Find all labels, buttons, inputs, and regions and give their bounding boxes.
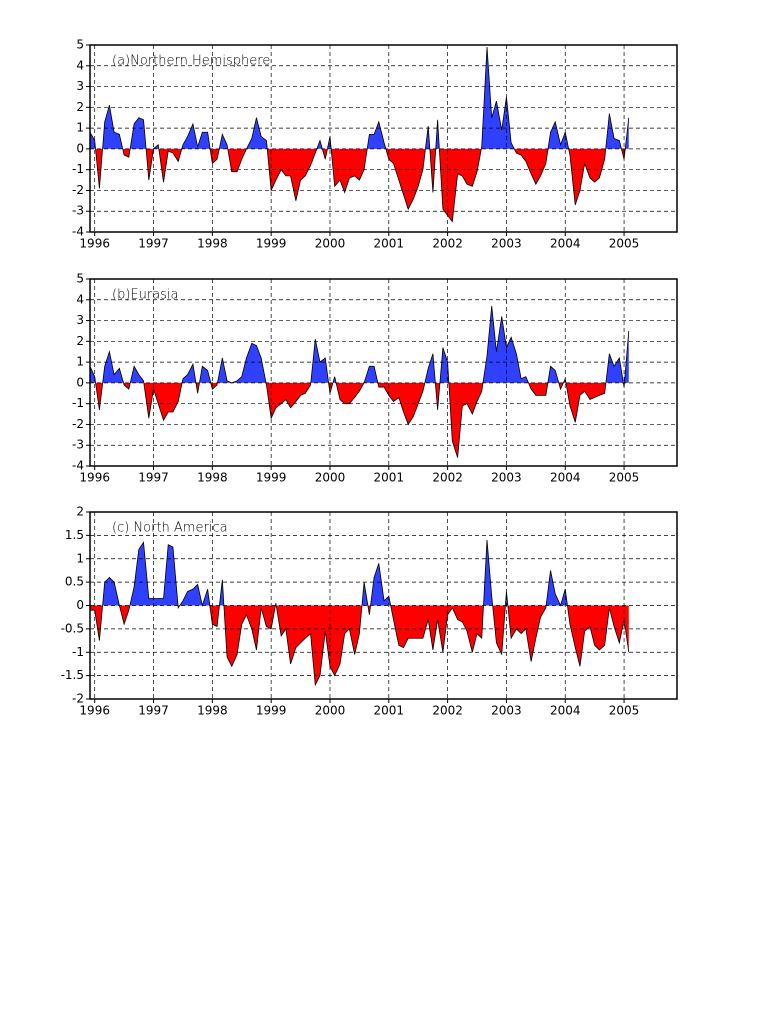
x-tick-label: 1998 [197,237,228,251]
x-tick-label: 2002 [432,704,463,718]
x-tick-label: 2001 [374,237,405,251]
plot-frame [89,278,678,467]
x-tick-label: 2003 [491,471,522,485]
x-tick-label: 1999 [256,237,287,251]
negative-area [90,148,629,222]
y-tick-label: -0.5 [61,621,84,635]
plot-frame [89,511,678,700]
y-tick-label: -3 [72,204,84,218]
series-line [89,47,630,223]
y-tick-label: -1 [72,396,84,410]
x-tick-label: 2003 [491,704,522,718]
x-tick-label: 2000 [315,704,346,718]
y-tick-label: -2 [72,417,84,431]
x-tick-label: 2001 [374,471,405,485]
x-tick-label: 1997 [138,471,169,485]
negative-area [90,605,629,685]
x-tick-label: 2002 [432,471,463,485]
panel: -4 -3 -2 -1 0 1 2 3 4 5 1996 1997 1998 1999 2000 2001 20… [72,272,678,485]
x-tick-label: 1996 [79,471,110,485]
y-tick-label: -1 [72,162,84,176]
y-tick-label: -1 [72,645,84,659]
y-tick-label: 2 [76,334,84,348]
x-tick-label: 2005 [609,704,640,718]
y-tick-label: 3 [76,313,84,327]
x-tick-label: 1996 [79,704,110,718]
y-tick-label: 0 [76,598,84,612]
plot-frame [89,44,678,233]
x-tick-label: 1998 [197,471,228,485]
positive-area [90,306,629,383]
x-tick-label: 2003 [491,237,522,251]
y-tick-label: 1 [76,551,84,565]
series-line [89,305,630,458]
series-line [90,540,630,687]
panel-title: (a)Northern Hemisphere [112,54,270,69]
negative-area [90,382,629,458]
x-tick-label: 2000 [315,237,346,251]
y-tick-label: 5 [76,38,84,52]
y-tick-label: 3 [76,79,84,93]
y-tick-label: -3 [72,438,84,452]
x-tick-label: 2002 [432,237,463,251]
x-tick-label: 2001 [374,704,405,718]
y-tick-label: 4 [76,292,84,306]
x-tick-label: 2005 [609,471,640,485]
y-tick-label: 5 [76,272,84,286]
y-tick-label: 0 [76,141,84,155]
y-tick-label: 1 [76,355,84,369]
positive-area [90,47,629,149]
y-tick-label: -2 [72,183,84,197]
y-tick-label: 0 [76,375,84,389]
y-tick-label: -4 [72,225,84,239]
panel-title: (c) North America [112,521,228,536]
x-tick-label: 2005 [609,237,640,251]
x-tick-label: 1999 [256,704,287,718]
x-tick-label: 2004 [550,237,581,251]
x-tick-label: 1997 [138,704,169,718]
x-tick-label: 1996 [79,237,110,251]
y-tick-label: -1.5 [61,668,84,682]
y-tick-label: 0.5 [65,575,84,589]
panel-title: (b)Eurasia [112,288,179,303]
y-tick-label: 2 [76,505,84,519]
x-tick-label: 1997 [138,237,169,251]
x-tick-label: 2004 [550,704,581,718]
panel: -4 -3 -2 -1 0 1 2 3 4 5 1996 1997 1998 1999 2000 2001 20… [72,38,678,251]
y-tick-label: -2 [72,692,84,706]
x-tick-label: 1998 [197,704,228,718]
y-tick-label: 1.5 [65,528,84,542]
panel: -2 -1.5 -1 -0.5 0 0.5 1 1.5 2 1996 1997 1998 1999 200… [61,505,678,718]
y-tick-label: 1 [76,121,84,135]
x-tick-label: 1999 [256,471,287,485]
y-tick-label: 4 [76,58,84,72]
y-tick-label: 2 [76,100,84,114]
x-tick-label: 2004 [550,471,581,485]
x-tick-label: 2000 [315,471,346,485]
y-tick-label: -4 [72,459,84,473]
